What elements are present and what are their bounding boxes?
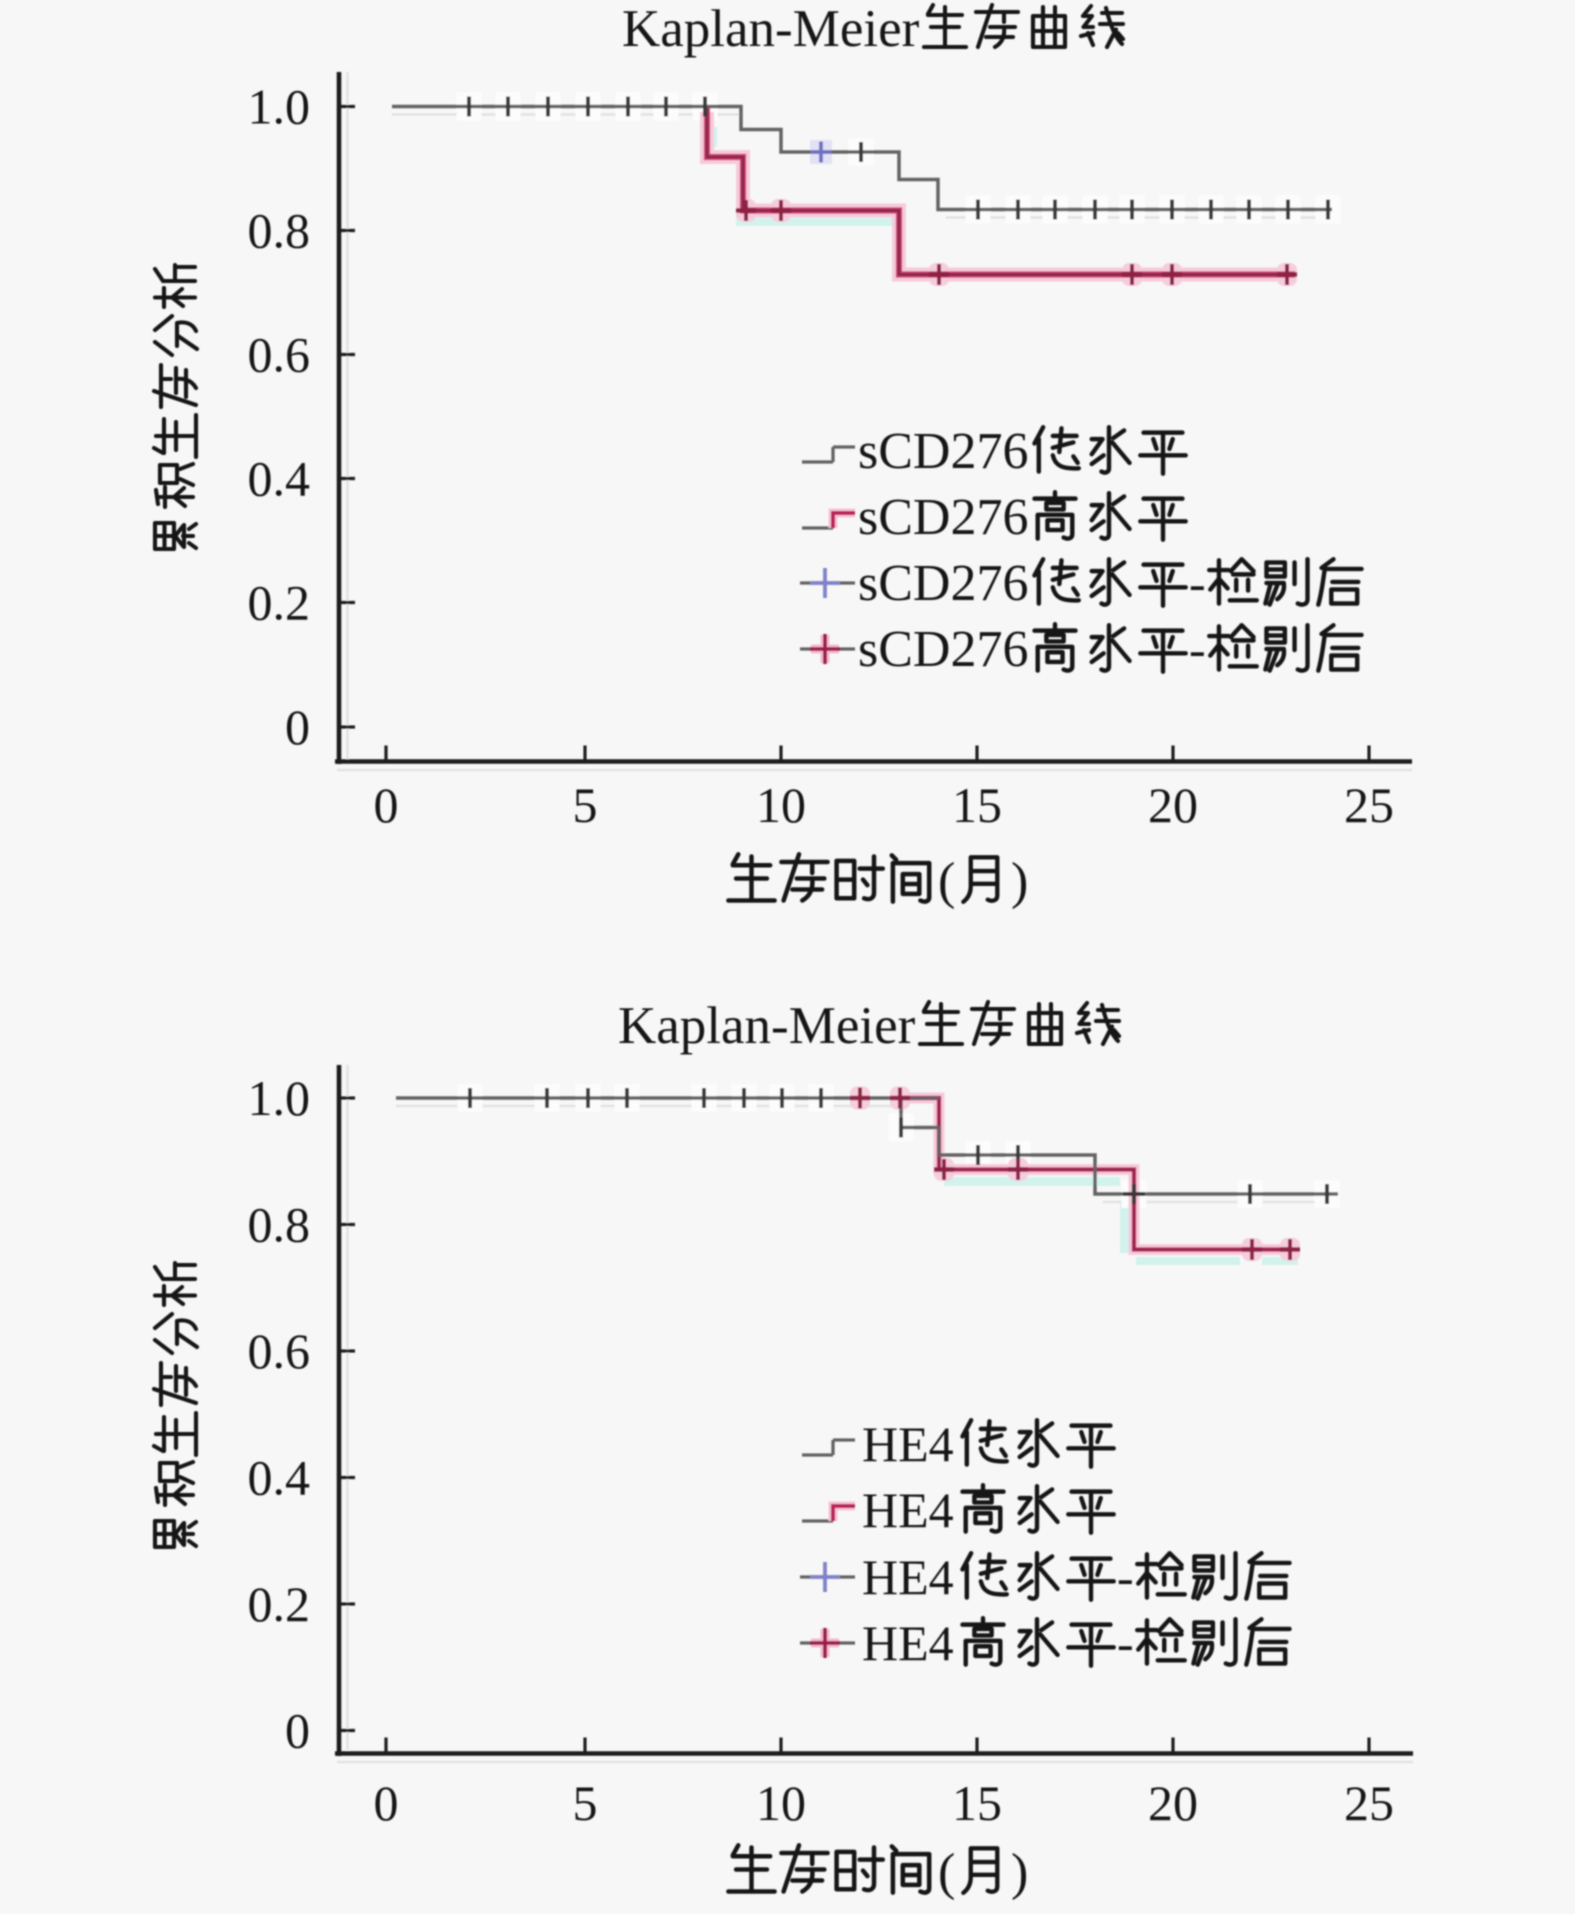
svg-text:0.6: 0.6	[248, 327, 311, 383]
svg-text:0: 0	[374, 1775, 399, 1831]
svg-text:0: 0	[374, 777, 399, 833]
svg-text:10: 10	[756, 777, 806, 833]
svg-text:HE4: HE4	[862, 1549, 954, 1605]
svg-text:0: 0	[285, 699, 310, 755]
svg-text:(: (	[938, 1844, 955, 1901]
svg-text:-: -	[1117, 1615, 1134, 1671]
svg-text:-: -	[1189, 621, 1206, 677]
svg-text:15: 15	[952, 1775, 1002, 1831]
svg-text:0.4: 0.4	[248, 1450, 311, 1506]
svg-text:Kaplan-Meier: Kaplan-Meier	[618, 997, 916, 1055]
svg-text:5: 5	[573, 777, 598, 833]
svg-text:0.8: 0.8	[248, 1197, 311, 1253]
svg-text:Kaplan-Meier: Kaplan-Meier	[622, 0, 920, 58]
svg-text:20: 20	[1148, 1775, 1198, 1831]
svg-text:HE4: HE4	[862, 1416, 954, 1472]
svg-text:15: 15	[952, 777, 1002, 833]
svg-text:0.8: 0.8	[248, 203, 311, 259]
svg-text:-: -	[1189, 555, 1206, 611]
svg-text:10: 10	[756, 1775, 806, 1831]
svg-text:1.0: 1.0	[248, 1070, 311, 1126]
svg-text:5: 5	[573, 1775, 598, 1831]
svg-text:HE4: HE4	[862, 1482, 954, 1538]
svg-text:sCD276: sCD276	[858, 423, 1028, 480]
svg-text:0.4: 0.4	[248, 451, 311, 507]
svg-text:0: 0	[285, 1703, 310, 1759]
svg-text:HE4: HE4	[862, 1615, 954, 1671]
svg-text:1.0: 1.0	[248, 79, 311, 135]
svg-text:(: (	[938, 853, 955, 910]
svg-text:0.6: 0.6	[248, 1323, 311, 1379]
svg-text:20: 20	[1148, 777, 1198, 833]
svg-text:25: 25	[1344, 777, 1394, 833]
svg-text:0.2: 0.2	[248, 1576, 311, 1632]
svg-text:): )	[1011, 853, 1028, 910]
svg-text:sCD276: sCD276	[858, 555, 1028, 612]
svg-text:sCD276: sCD276	[858, 489, 1028, 546]
svg-text:sCD276: sCD276	[858, 621, 1028, 678]
svg-text:): )	[1011, 1844, 1028, 1901]
svg-text:25: 25	[1344, 1775, 1394, 1831]
svg-text:-: -	[1117, 1549, 1134, 1605]
svg-text:0.2: 0.2	[248, 575, 311, 631]
